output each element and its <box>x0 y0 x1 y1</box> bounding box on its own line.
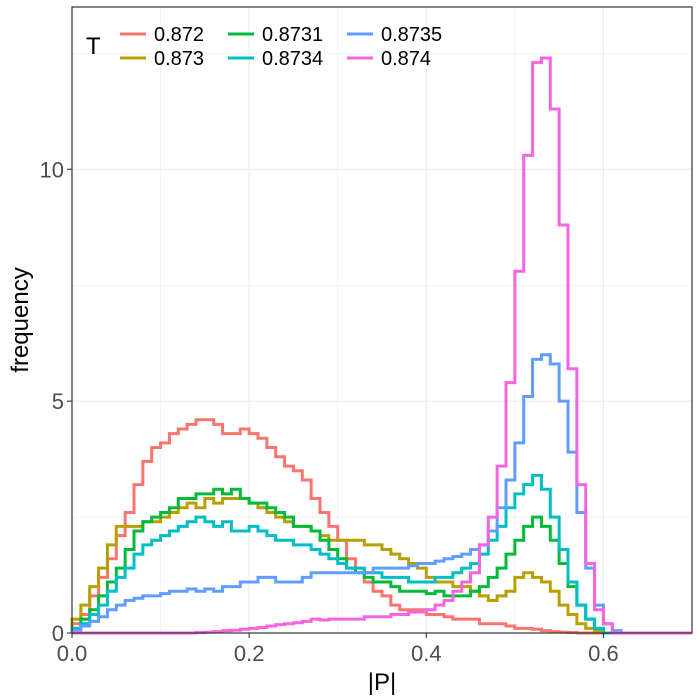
y-tick-label-1: 5 <box>52 389 64 414</box>
panel-border <box>71 6 693 634</box>
x-axis: 0.0 0.2 0.4 0.6 <box>57 633 619 666</box>
legend-label-5: 0.874 <box>381 48 431 70</box>
series-line-3 <box>70 473 692 635</box>
y-axis: 0 5 10 <box>40 157 72 646</box>
series-line-4 <box>70 353 692 635</box>
series-layer <box>70 56 692 635</box>
legend-label-4: 0.8735 <box>381 24 442 46</box>
x-tick-label-1: 0.2 <box>234 641 265 666</box>
series-line-5 <box>72 56 692 635</box>
y-tick-label-0: 0 <box>52 621 64 646</box>
y-tick-label-2: 10 <box>40 157 64 182</box>
x-tick-label-2: 0.4 <box>411 641 442 666</box>
legend-label-1: 0.873 <box>154 48 204 70</box>
x-tick-label-0: 0.0 <box>57 641 88 666</box>
legend-label-3: 0.8734 <box>262 48 323 70</box>
x-axis-title: |P| <box>368 669 396 696</box>
x-tick-label-3: 0.6 <box>588 641 619 666</box>
legend-label-2: 0.8731 <box>262 24 323 46</box>
legend-title: T <box>86 33 101 60</box>
legend-label-0: 0.872 <box>154 24 204 46</box>
y-axis-title: frequency <box>7 267 34 372</box>
